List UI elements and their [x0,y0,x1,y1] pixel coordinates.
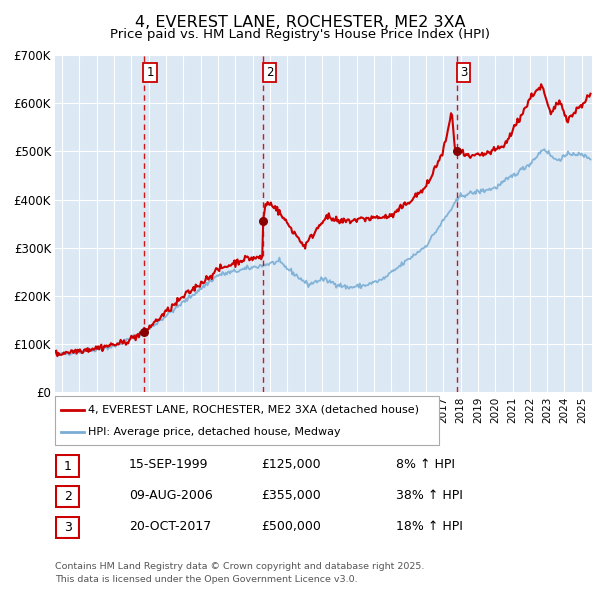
Text: 1: 1 [64,460,72,473]
Text: Price paid vs. HM Land Registry's House Price Index (HPI): Price paid vs. HM Land Registry's House … [110,28,490,41]
Text: 1: 1 [146,65,154,78]
Text: £125,000: £125,000 [261,458,320,471]
Text: 8% ↑ HPI: 8% ↑ HPI [396,458,455,471]
FancyBboxPatch shape [56,455,79,477]
Text: HPI: Average price, detached house, Medway: HPI: Average price, detached house, Medw… [88,427,340,437]
Text: £500,000: £500,000 [261,520,321,533]
Text: 2: 2 [266,65,273,78]
Text: 3: 3 [64,521,72,534]
Text: Contains HM Land Registry data © Crown copyright and database right 2025.: Contains HM Land Registry data © Crown c… [55,562,425,571]
Text: 2: 2 [64,490,72,503]
Text: 18% ↑ HPI: 18% ↑ HPI [396,520,463,533]
FancyBboxPatch shape [56,486,79,507]
FancyBboxPatch shape [56,517,79,538]
Text: 4, EVEREST LANE, ROCHESTER, ME2 3XA (detached house): 4, EVEREST LANE, ROCHESTER, ME2 3XA (det… [88,405,419,415]
Text: £355,000: £355,000 [261,489,321,502]
FancyBboxPatch shape [55,396,439,445]
Text: 15-SEP-1999: 15-SEP-1999 [129,458,209,471]
Text: 38% ↑ HPI: 38% ↑ HPI [396,489,463,502]
Text: 20-OCT-2017: 20-OCT-2017 [129,520,211,533]
Text: 4, EVEREST LANE, ROCHESTER, ME2 3XA: 4, EVEREST LANE, ROCHESTER, ME2 3XA [135,15,465,30]
Text: This data is licensed under the Open Government Licence v3.0.: This data is licensed under the Open Gov… [55,575,358,584]
Text: 3: 3 [460,65,467,78]
Text: 09-AUG-2006: 09-AUG-2006 [129,489,213,502]
